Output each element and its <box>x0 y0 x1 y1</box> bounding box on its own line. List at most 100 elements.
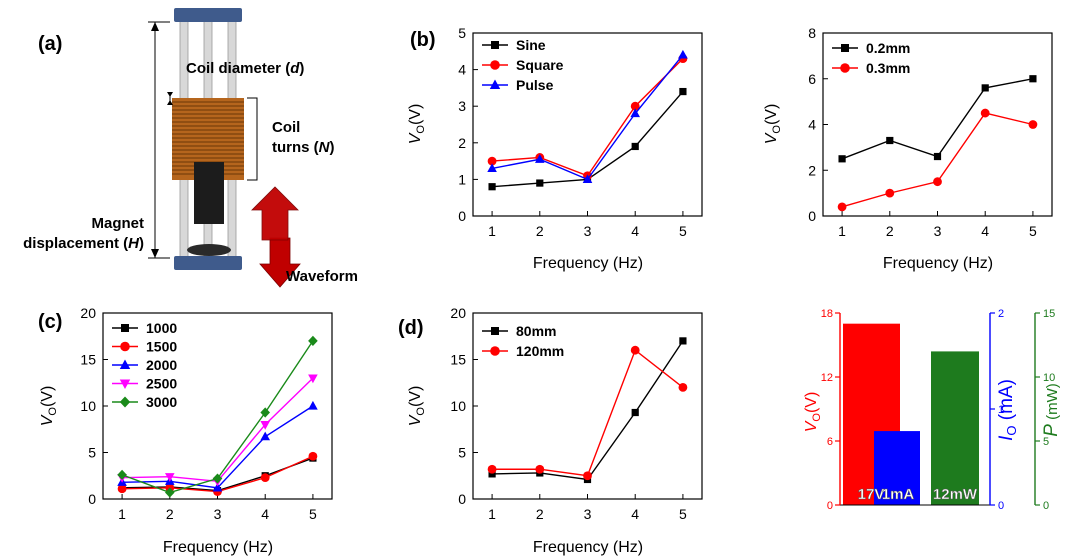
data-point <box>583 471 592 481</box>
magnet-label-2: displacement (H) <box>23 235 144 252</box>
legend-label: 3000 <box>146 394 177 410</box>
y-tick-label: 6 <box>827 436 833 448</box>
panel-label-c: (c) <box>38 311 62 333</box>
series-line-0.2mm <box>841 78 1034 160</box>
legend-marker <box>490 60 500 70</box>
y-tick-label: 15 <box>1043 308 1055 320</box>
x-tick-label: 1 <box>488 506 496 522</box>
data-point <box>260 473 270 483</box>
x-tick-label: 1 <box>838 223 846 239</box>
y-tick-label: 20 <box>450 305 466 321</box>
data-point <box>631 408 639 417</box>
legend-label: Sine <box>516 37 546 53</box>
legend-marker <box>119 379 131 389</box>
bar-IO <box>874 431 920 505</box>
plot-frame <box>472 312 703 500</box>
legend-marker <box>119 359 131 369</box>
data-point <box>260 421 271 430</box>
y-tick-label: 2 <box>998 308 1004 320</box>
x-tick-label: 2 <box>536 506 544 522</box>
data-point <box>981 84 989 92</box>
data-point <box>487 156 497 166</box>
data-point <box>980 108 990 118</box>
data-point <box>679 337 687 345</box>
y-tick-label: 10 <box>450 398 466 414</box>
data-point <box>838 155 846 163</box>
data-point <box>212 473 223 484</box>
y-tick-label: 1 <box>458 171 466 187</box>
legend-label: Pulse <box>516 77 554 93</box>
y-tick-label: 15 <box>450 352 466 368</box>
down-arrow-icon <box>259 237 301 288</box>
y-tick-label: 12 <box>821 372 833 384</box>
data-point <box>117 484 127 494</box>
data-point <box>164 473 175 482</box>
data-point <box>308 451 318 461</box>
bottom-cap <box>174 256 242 270</box>
chart-b-waveform: 0 1 2 3 4 5 1 2 3 4 5 Frequency (Hz) VO(V) Sine Square… <box>407 25 703 272</box>
data-point <box>678 383 688 392</box>
panel-label-d: (d) <box>398 317 424 339</box>
data-point <box>260 407 271 418</box>
x-axis-label: Frequency (Hz) <box>533 539 643 556</box>
x-tick-label: 2 <box>166 506 174 522</box>
data-point <box>164 487 175 498</box>
y-tick-label: 20 <box>80 305 96 321</box>
legend-marker <box>840 63 850 73</box>
bar-value-label: 12mW <box>933 486 978 503</box>
legend-marker <box>491 41 499 49</box>
y-tick-label: 5 <box>1043 436 1049 448</box>
data-point <box>308 374 318 384</box>
x-tick-label: 3 <box>214 506 222 522</box>
x-tick-label: 4 <box>631 223 639 239</box>
y-tick-label: 5 <box>458 445 466 461</box>
y-tick-label: 4 <box>458 62 466 78</box>
data-point <box>536 179 544 187</box>
legend-label: 120mm <box>516 343 564 359</box>
legend-marker <box>489 79 501 89</box>
data-point <box>837 202 847 212</box>
y-tick-label: 15 <box>80 352 96 368</box>
y-tick-label: 2 <box>458 135 466 151</box>
y-tick-label: 0 <box>998 500 1004 512</box>
data-point <box>679 87 687 96</box>
y-axis-title-P: P (mW) <box>1041 383 1062 437</box>
y-axis-label: VO(V) <box>763 104 783 145</box>
x-tick-label: 4 <box>631 506 639 522</box>
data-point <box>886 136 894 145</box>
bar-value-label: 17V <box>858 486 885 503</box>
x-tick-label: 5 <box>309 506 317 522</box>
legend-marker <box>120 341 130 352</box>
data-point <box>534 154 545 163</box>
x-tick-label: 4 <box>981 223 989 239</box>
legend-label: 2500 <box>146 376 177 392</box>
legend-label: 1500 <box>146 339 177 355</box>
x-axis-label: Frequency (Hz) <box>533 255 643 272</box>
y-axis-label: VO(V) <box>39 386 59 427</box>
y-tick-label: 5 <box>88 445 96 461</box>
chart-b-wire-diameter: 0 2 4 6 8 1 2 3 4 5 Frequency (Hz) VO(V) 0.2mm 0.3mm <box>763 25 1053 272</box>
data-point <box>1028 120 1038 129</box>
y-tick-label: 10 <box>1043 372 1055 384</box>
legend-label: 0.3mm <box>866 60 910 76</box>
data-point <box>630 101 640 111</box>
y-tick-label: 0 <box>88 491 96 507</box>
data-point <box>535 464 545 474</box>
y-tick-label: 3 <box>458 98 466 114</box>
data-point <box>308 400 318 410</box>
x-tick-label: 3 <box>934 223 942 239</box>
series-line-80mm <box>492 340 684 481</box>
data-point <box>308 335 318 346</box>
panel-label-b: (b) <box>410 29 436 51</box>
data-point <box>260 431 271 441</box>
x-tick-label: 1 <box>118 506 126 522</box>
y-axis-label: VO(V) <box>407 104 427 145</box>
legend-label: 0.2mm <box>866 40 910 56</box>
x-tick-label: 2 <box>886 223 894 239</box>
x-axis-label: Frequency (Hz) <box>883 255 993 272</box>
legend-label: 80mm <box>516 323 556 339</box>
coil-diameter-label: Coil diameter (d) <box>186 60 304 77</box>
legend-label: 2000 <box>146 357 177 373</box>
chart-c-coil-turns: 0 5 10 15 20 1 2 3 4 5 Frequency (Hz) VO(V) 1000 1500… <box>39 305 333 556</box>
data-point <box>212 482 223 492</box>
